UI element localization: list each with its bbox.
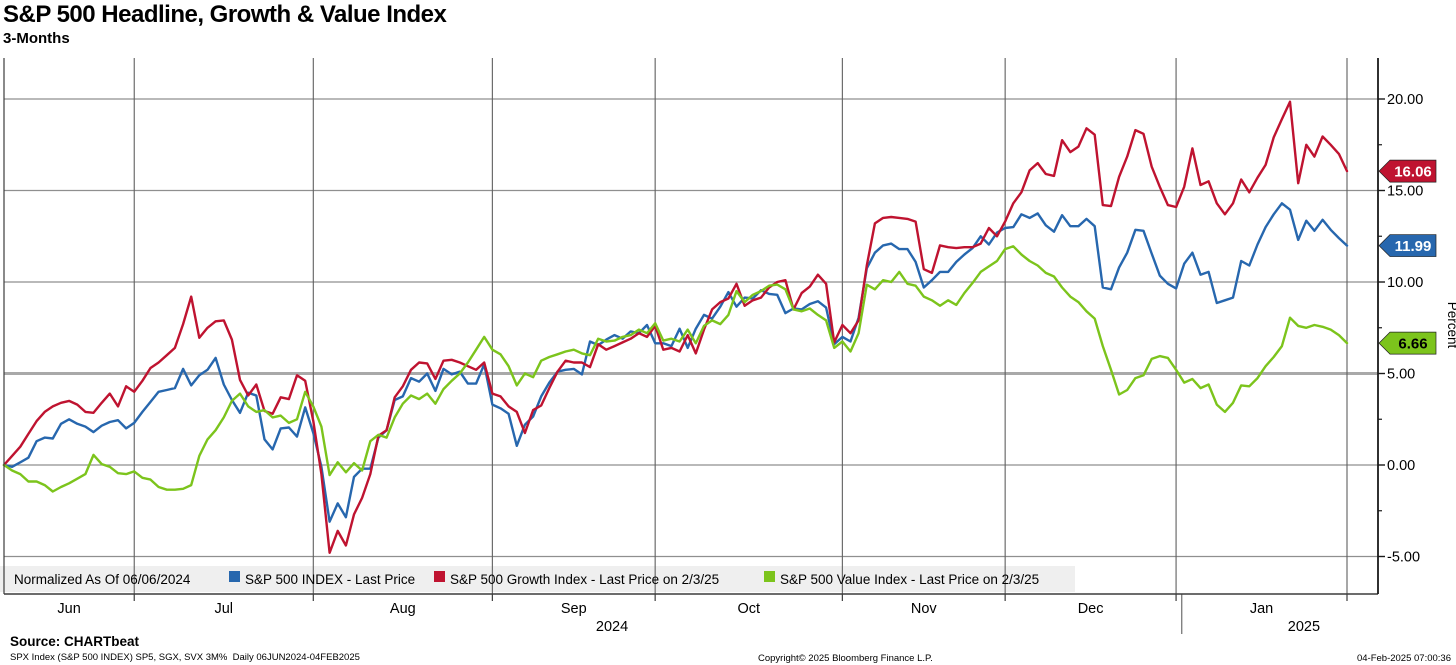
- year-label-2024: 2024: [596, 619, 628, 635]
- x-tick-label-jun: Jun: [57, 601, 80, 617]
- legend-label-s-p-500-index-last-price: S&P 500 INDEX - Last Price: [245, 572, 415, 587]
- page-title: S&P 500 Headline, Growth & Value Index: [3, 1, 447, 28]
- year-label-2025: 2025: [1288, 619, 1320, 635]
- y-tick-label: 5.00: [1387, 367, 1415, 383]
- price-badge-value: 6.66: [1398, 336, 1427, 353]
- x-tick-label-dec: Dec: [1078, 601, 1104, 617]
- x-tick-label-jan: Jan: [1250, 601, 1273, 617]
- series-line-s-p-500-index-last-price: [2, 202, 1349, 523]
- legend-strip: [0, 566, 1075, 592]
- legend-swatch-s-p-500-growth-index-last-price-on-2-3-25: [434, 571, 445, 582]
- legend-normalized-note: Normalized As Of 06/06/2024: [14, 572, 191, 587]
- y-tick-label: 20.00: [1387, 92, 1423, 108]
- x-tick-label-nov: Nov: [911, 601, 938, 617]
- legend-label-s-p-500-value-index-last-price-on-2-3-25: S&P 500 Value Index - Last Price on 2/3/…: [780, 572, 1039, 587]
- x-tick-label-sep: Sep: [561, 601, 587, 617]
- x-tick-label-oct: Oct: [737, 601, 760, 617]
- y-tick-label: 0.00: [1387, 458, 1415, 474]
- price-badge-s-p-500-value-index-last-price-on-2-3-25: [1378, 331, 1437, 355]
- series-line-s-p-500-value-index-last-price-on-2-3-25: [2, 245, 1349, 493]
- y-tick-label: 15.00: [1387, 184, 1423, 200]
- price-badge-value: 11.99: [1395, 238, 1432, 255]
- copyright-notice: Copyright© 2025 Bloomberg Finance L.P.: [758, 653, 933, 664]
- price-badge-value: 16.06: [1394, 164, 1432, 181]
- page-subtitle: 3-Months: [3, 30, 70, 47]
- ticker-description: SPX Index (S&P 500 INDEX) SP5, SGX, SVX …: [10, 652, 360, 663]
- y-axis-title: Percent: [1445, 302, 1456, 349]
- price-badge-s-p-500-growth-index-last-price-on-2-3-25: [1378, 159, 1437, 183]
- legend-label-s-p-500-growth-index-last-price-on-2-3-25: S&P 500 Growth Index - Last Price on 2/3…: [450, 572, 719, 587]
- y-tick-label: 10.00: [1387, 275, 1423, 291]
- x-tick-label-aug: Aug: [390, 601, 416, 617]
- legend-swatch-s-p-500-index-last-price: [229, 571, 240, 582]
- price-badge-s-p-500-index-last-price: [1378, 234, 1437, 257]
- y-tick-label: -5.00: [1387, 550, 1420, 566]
- series-line-s-p-500-growth-index-last-price-on-2-3-25: [2, 100, 1349, 554]
- timestamp: 04-Feb-2025 07:00:36: [1356, 653, 1451, 664]
- legend-swatch-s-p-500-value-index-last-price-on-2-3-25: [764, 571, 775, 582]
- x-tick-label-jul: Jul: [214, 601, 233, 617]
- source-label: Source: CHARTbeat: [10, 634, 140, 649]
